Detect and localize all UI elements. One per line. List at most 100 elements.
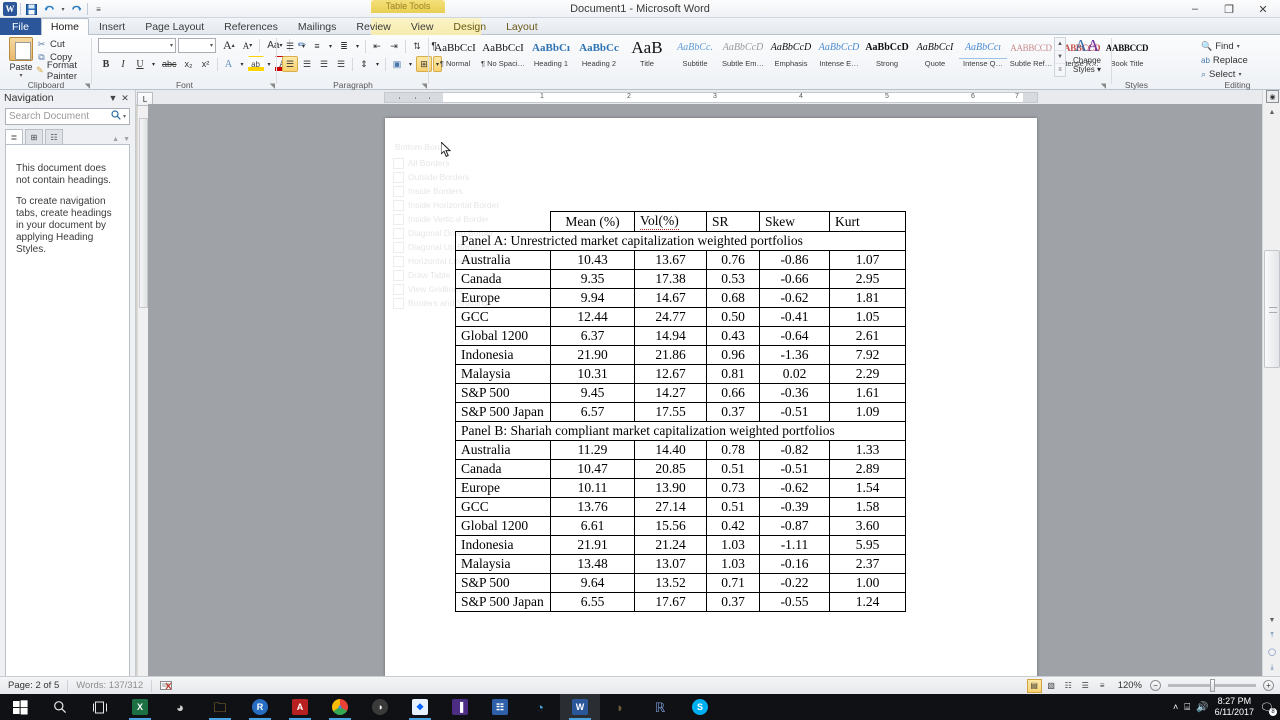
taskbar-app-dropbox[interactable]: ❖ xyxy=(400,694,440,720)
taskbar-app-gimp[interactable]: ◗ xyxy=(600,694,640,720)
clipboard-dialog-launcher[interactable]: ◥ xyxy=(84,83,90,90)
clear-formatting-icon[interactable]: ✏ xyxy=(297,40,307,51)
multilevel-list-icon[interactable]: ≣ xyxy=(340,40,348,51)
tab-file[interactable]: File xyxy=(0,18,41,35)
find-button[interactable]: 🔍 Find ▾ xyxy=(1197,39,1248,53)
text-effects-chevron-down-icon[interactable]: ▾ xyxy=(240,61,244,68)
tab-home[interactable]: Home xyxy=(40,18,89,35)
tab-page-layout[interactable]: Page Layout xyxy=(145,21,205,33)
ribbon-tabs[interactable]: File Home Insert Page Layout References … xyxy=(0,18,548,35)
sort-icon[interactable]: ⇅ xyxy=(413,40,421,51)
view-print-layout-icon[interactable]: ▤ xyxy=(1026,678,1042,693)
network-icon[interactable]: ⌸ xyxy=(1184,701,1191,713)
table-row[interactable]: Global 1200 6.61 15.56 0.42 -0.87 3.60 xyxy=(455,516,906,536)
justify-icon[interactable]: ☰ xyxy=(336,58,346,69)
underline-chevron-down-icon[interactable]: ▾ xyxy=(152,61,156,68)
scroll-down-icon[interactable]: ▼ xyxy=(1268,616,1276,624)
table-row[interactable]: S&P 500 Japan 6.55 17.67 0.37 -0.55 1.24 xyxy=(455,592,906,612)
view-outline-icon[interactable]: ☰ xyxy=(1081,681,1089,690)
show-formatting-marks-icon[interactable]: ¶ xyxy=(431,40,437,52)
taskbar-clock[interactable]: 8:27 PM 6/11/2017 xyxy=(1215,696,1254,718)
tab-review[interactable]: Review xyxy=(356,21,391,33)
change-case-icon[interactable]: Aa ▾ xyxy=(267,40,283,51)
search-input[interactable]: Search Document ▾ xyxy=(5,108,130,125)
style-intense-reference[interactable]: AABBCCD Intense R… xyxy=(1055,37,1103,77)
action-center-icon[interactable]: 🗨 8 xyxy=(1260,701,1277,716)
style-strong[interactable]: AaBbCcD Strong xyxy=(863,37,911,77)
paste-button[interactable]: Paste ▾ xyxy=(6,37,36,79)
style-normal[interactable]: AaBbCcI ¶ Normal xyxy=(431,37,479,77)
tab-view[interactable]: View xyxy=(410,21,434,33)
style-book-title[interactable]: AABBCCD Book Title xyxy=(1103,37,1151,77)
style-intense-emphasis[interactable]: AaBbCcD Intense E… xyxy=(815,37,863,77)
line-spacing-chevron-down-icon[interactable]: ▾ xyxy=(376,61,380,68)
search-icon[interactable] xyxy=(111,110,121,123)
borders-chevron-down-icon[interactable]: ▾ xyxy=(433,56,443,72)
word-count[interactable]: Words: 137/312 xyxy=(76,680,144,691)
styles-gallery-nav[interactable]: ▲ ▼ ≡ xyxy=(1054,37,1066,77)
taskbar-app-excel[interactable]: X xyxy=(120,694,160,720)
status-right-controls[interactable]: ▤ ▧ ☷ ☰ ≡ 120% − + xyxy=(1026,677,1280,695)
grow-font-icon[interactable]: A ▴ xyxy=(223,38,235,52)
customize-qat-icon[interactable]: ≡ xyxy=(96,4,101,14)
find-chevron-down-icon[interactable]: ▾ xyxy=(1236,43,1240,50)
copy-button[interactable]: ⧉ Copy xyxy=(36,51,92,64)
browse-object-icon[interactable]: ◯ xyxy=(1268,649,1276,656)
document-canvas[interactable]: Bottom Border All Borders Outside Border… xyxy=(148,104,1262,676)
style-subtle-reference[interactable]: AABBCCD Subtle Ref… xyxy=(1007,37,1055,77)
taskbar-app-skype[interactable]: S xyxy=(680,694,720,720)
zoom-slider-knob[interactable] xyxy=(1210,679,1215,692)
scrollbar-bottom-controls[interactable]: ▼ ⤒ ◯ ⤓ xyxy=(1263,612,1280,676)
nav-tab-results[interactable]: ☷ xyxy=(45,129,63,144)
zoom-in-button[interactable]: + xyxy=(1263,680,1274,691)
navigation-scroll-thumb[interactable] xyxy=(139,118,148,308)
table-row[interactable]: Malaysia 10.31 12.67 0.81 0.02 2.29 xyxy=(455,364,906,384)
tab-table-layout[interactable]: Layout xyxy=(506,21,538,33)
undo-dropdown-icon[interactable]: ▾ xyxy=(61,6,65,13)
shading-icon[interactable]: ▣ xyxy=(392,58,402,69)
table-row[interactable]: Canada 9.35 17.38 0.53 -0.66 2.95 xyxy=(455,269,906,289)
numbering-chevron-down-icon[interactable]: ▾ xyxy=(329,43,333,50)
tab-stop-selector[interactable]: L xyxy=(137,92,153,106)
view-draft-icon[interactable]: ≡ xyxy=(1099,681,1105,690)
nav-tab-headings[interactable]: ≣ xyxy=(5,129,23,144)
page-indicator[interactable]: Page: 2 of 5 xyxy=(8,680,60,691)
styles-gallery[interactable]: AaBbCcI ¶ Normal AaBbCcI ¶ No Spaci… AaBbC… xyxy=(431,37,1151,77)
format-painter-button[interactable]: ✎ Format Painter xyxy=(36,60,92,82)
view-web-layout-icon[interactable]: ☷ xyxy=(1064,681,1072,690)
highlight-chevron-down-icon[interactable]: ▾ xyxy=(267,61,271,68)
align-left-icon[interactable]: ☰ xyxy=(282,56,298,72)
zoom-level[interactable]: 120% xyxy=(1117,680,1142,691)
proofing-errors-icon[interactable] xyxy=(152,677,181,695)
numbering-icon[interactable]: ≡ xyxy=(314,41,320,51)
bullets-chevron-down-icon[interactable]: ▾ xyxy=(302,43,306,50)
table-row[interactable]: GCC 13.76 27.14 0.51 -0.39 1.58 xyxy=(455,497,906,517)
bullets-icon[interactable]: ☰ xyxy=(285,40,295,51)
minimize-button[interactable]: – xyxy=(1191,3,1199,15)
paragraph-dialog-launcher[interactable]: ◥ xyxy=(421,83,427,90)
italic-icon[interactable]: I xyxy=(121,58,125,70)
save-icon[interactable] xyxy=(24,2,39,17)
search-taskbar-icon[interactable] xyxy=(40,694,80,720)
paste-chevron-down-icon[interactable]: ▾ xyxy=(19,73,23,79)
select-button[interactable]: ⌕ Select ▾ xyxy=(1197,67,1248,81)
scroll-up-icon[interactable]: ▲ xyxy=(1268,108,1276,116)
style-subtitle[interactable]: AaBbCc. Subtitle xyxy=(671,37,719,77)
taskbar-app-jr[interactable]: ℝ xyxy=(640,694,680,720)
navigation-menu-icon[interactable]: ▼ xyxy=(108,93,118,103)
navigation-result-arrows[interactable]: ▲ ▼ xyxy=(112,136,130,143)
previous-result-icon[interactable]: ▲ xyxy=(112,136,120,143)
gallery-more-icon[interactable]: ≡ xyxy=(1058,67,1062,73)
scroll-thumb[interactable] xyxy=(1264,250,1280,368)
tab-table-design[interactable]: Design xyxy=(453,21,487,33)
style-no-spacing[interactable]: AaBbCcI ¶ No Spaci… xyxy=(479,37,527,77)
style-heading-1[interactable]: AaBbCı Heading 1 xyxy=(527,37,575,77)
table-row[interactable]: Canada 10.47 20.85 0.51 -0.51 2.89 xyxy=(455,459,906,479)
select-chevron-down-icon[interactable]: ▾ xyxy=(1238,71,1242,78)
line-spacing-icon[interactable]: ⇕ xyxy=(360,58,368,69)
table-row[interactable]: Indonesia 21.90 21.86 0.96 -1.36 7.92 xyxy=(455,345,906,365)
taskbar-app-stata[interactable]: ▐ xyxy=(440,694,480,720)
view-full-screen-reading-icon[interactable]: ▧ xyxy=(1047,681,1055,690)
close-button[interactable]: ✕ xyxy=(1258,3,1268,16)
zoom-slider[interactable] xyxy=(1168,679,1256,692)
